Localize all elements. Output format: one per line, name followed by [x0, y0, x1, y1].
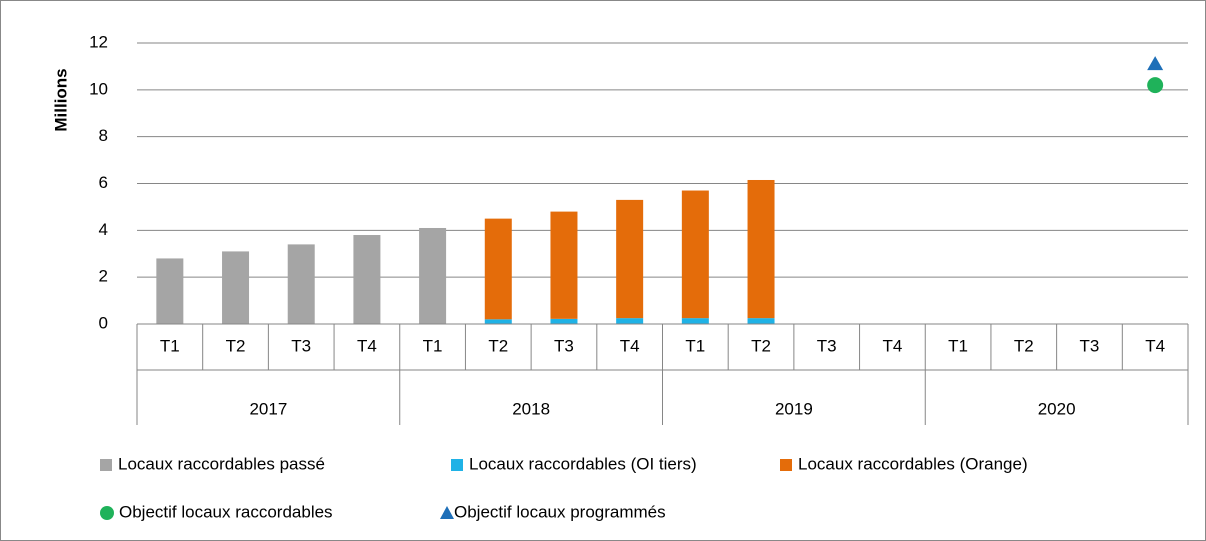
legend-label: Objectif locaux raccordables [119, 502, 333, 521]
x-tick-label: T4 [620, 336, 640, 355]
x-tick-label: T4 [1145, 336, 1165, 355]
x-tick-label: T1 [160, 336, 180, 355]
point-marker [1147, 56, 1164, 71]
x-tick-label: T1 [423, 336, 443, 355]
bar-segment [353, 235, 381, 324]
x-tick-label: T4 [882, 336, 902, 355]
bar-segment [222, 251, 250, 324]
y-tick-label: 2 [99, 267, 108, 286]
bar-segment [484, 218, 512, 320]
x-tick-label: T2 [488, 336, 508, 355]
legend-label: Locaux raccordables passé [118, 454, 325, 473]
x-tick-label: T3 [1080, 336, 1100, 355]
bar-segment [747, 318, 775, 324]
x-tick-label: T3 [291, 336, 311, 355]
legend-label: Objectif locaux programmés [454, 502, 666, 521]
legend-swatch [100, 506, 114, 520]
x-tick-label: T2 [226, 336, 246, 355]
x-tick-label: T3 [554, 336, 574, 355]
x-tick-label: T4 [357, 336, 377, 355]
bar-segment [681, 318, 709, 324]
legend-swatch [100, 459, 112, 471]
bar-segment [616, 199, 644, 319]
legend-swatch [440, 506, 454, 519]
bar-segment [287, 244, 315, 324]
y-axis-label: Millions [51, 68, 70, 131]
bar-segment [616, 318, 644, 324]
x-tick-label: T1 [948, 336, 968, 355]
x-group-label: 2018 [512, 399, 550, 418]
y-tick-label: 4 [99, 220, 108, 239]
bar-segment [419, 227, 447, 324]
legend-swatch [451, 459, 463, 471]
x-tick-label: T2 [751, 336, 771, 355]
bar-segment [484, 319, 512, 324]
legend-label: Locaux raccordables (Orange) [798, 454, 1028, 473]
y-tick-label: 0 [99, 313, 108, 332]
x-tick-label: T2 [1014, 336, 1034, 355]
point-marker [1147, 77, 1164, 94]
x-tick-label: T1 [685, 336, 705, 355]
y-tick-label: 6 [99, 173, 108, 192]
x-group-label: 2019 [775, 399, 813, 418]
y-tick-label: 8 [99, 126, 108, 145]
bar-segment [681, 190, 709, 319]
legend-label: Locaux raccordables (OI tiers) [469, 454, 697, 473]
bar-segment [747, 179, 775, 319]
x-group-label: 2020 [1038, 399, 1076, 418]
y-tick-label: 10 [89, 79, 108, 98]
x-tick-label: T3 [817, 336, 837, 355]
legend-swatch [780, 459, 792, 471]
bar-segment [550, 211, 578, 319]
y-tick-label: 12 [89, 32, 108, 51]
x-group-label: 2017 [249, 399, 287, 418]
bar-segment [550, 318, 578, 324]
bar-segment [156, 258, 184, 324]
